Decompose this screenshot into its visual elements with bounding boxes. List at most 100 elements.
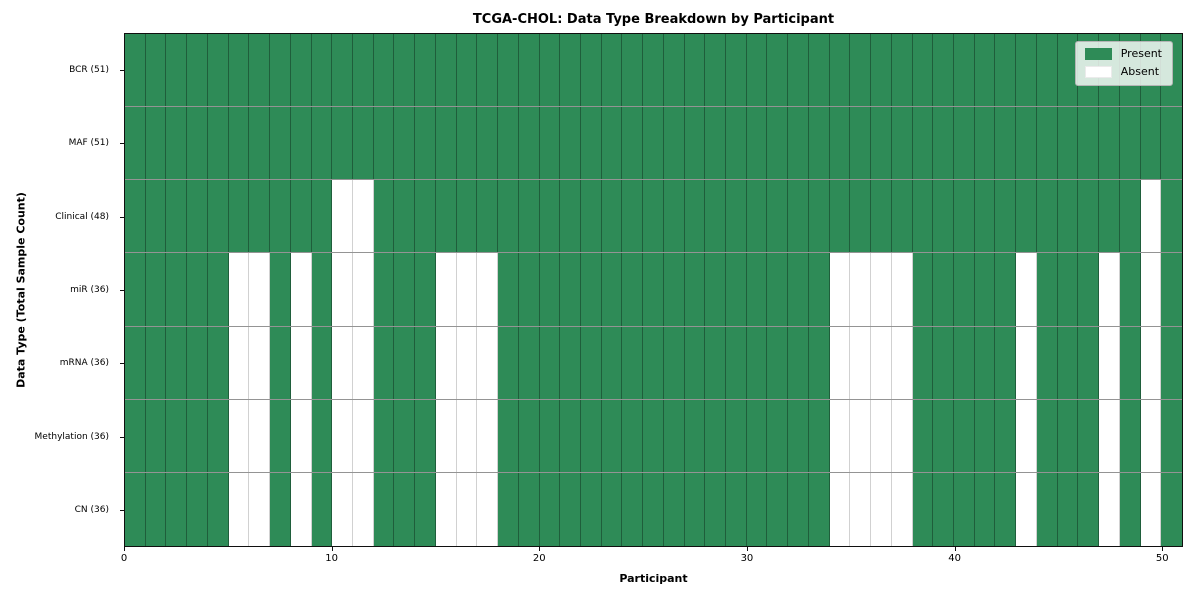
heatmap-cell	[311, 180, 333, 253]
heatmap-cell	[477, 253, 499, 326]
heatmap-cell	[456, 253, 478, 326]
heatmap-cell	[1140, 326, 1162, 399]
heatmap-cell	[207, 180, 229, 253]
heatmap-row	[125, 472, 1182, 546]
heatmap-cell	[726, 399, 747, 472]
heatmap-cell	[788, 180, 809, 253]
heatmap-cell	[435, 399, 457, 472]
heatmap-cell	[933, 399, 955, 472]
heatmap-cell	[995, 472, 1017, 546]
heatmap-cell	[560, 253, 581, 326]
heatmap-cell	[228, 326, 250, 399]
heatmap-cell	[290, 253, 312, 326]
heatmap-cell	[912, 399, 934, 472]
heatmap-cell	[622, 253, 644, 326]
heatmap-cell	[435, 472, 457, 546]
present-swatch	[1084, 48, 1112, 60]
heatmap-cell	[518, 253, 540, 326]
heatmap-cell	[290, 472, 312, 546]
heatmap-cell	[187, 399, 208, 472]
heatmap-cell	[1078, 180, 1100, 253]
heatmap-cell	[290, 399, 312, 472]
heatmap-cell	[746, 326, 768, 399]
heatmap-cell	[456, 399, 478, 472]
heatmap-cell	[663, 180, 685, 253]
heatmap-cell	[954, 253, 975, 326]
heatmap-cell	[477, 399, 499, 472]
heatmap-cell	[352, 399, 374, 472]
heatmap-cell	[1140, 180, 1162, 253]
heatmap-cell	[1036, 180, 1058, 253]
y-tick-mark	[120, 510, 124, 512]
heatmap-cell	[477, 326, 499, 399]
heatmap-cell	[850, 399, 872, 472]
heatmap-cell	[912, 107, 934, 180]
heatmap-cell	[767, 399, 789, 472]
heatmap-cell	[746, 34, 768, 107]
heatmap-cell	[829, 326, 851, 399]
heatmap-cell	[663, 326, 685, 399]
heatmap-cell	[643, 34, 664, 107]
heatmap-cell	[974, 253, 996, 326]
heatmap-cell	[705, 253, 727, 326]
heatmap-cell	[145, 326, 167, 399]
heatmap-cell	[1078, 399, 1100, 472]
heatmap-cell	[373, 180, 395, 253]
heatmap-cell	[228, 399, 250, 472]
heatmap-cell	[995, 326, 1017, 399]
heatmap-cell	[684, 472, 706, 546]
heatmap-cell	[954, 107, 975, 180]
heatmap-cell	[415, 472, 436, 546]
heatmap-cell	[808, 107, 830, 180]
x-tick-label: 30	[740, 553, 754, 564]
heatmap-cell	[871, 107, 892, 180]
heatmap-cell	[435, 326, 457, 399]
heatmap-cell	[1099, 326, 1120, 399]
heatmap-cell	[373, 107, 395, 180]
heatmap-cell	[974, 399, 996, 472]
heatmap-cell	[560, 107, 581, 180]
x-tick-mark	[746, 547, 748, 551]
heatmap-cell	[270, 180, 291, 253]
heatmap-cell	[477, 34, 499, 107]
heatmap-cell	[187, 34, 208, 107]
heatmap-cell	[332, 253, 353, 326]
heatmap-cell	[808, 326, 830, 399]
heatmap-cell	[1057, 472, 1079, 546]
heatmap-cell	[767, 34, 789, 107]
heatmap-cell	[1078, 326, 1100, 399]
heatmap-cell	[974, 34, 996, 107]
heatmap-cell	[290, 34, 312, 107]
heatmap-cell	[249, 107, 271, 180]
heatmap-cell	[228, 107, 250, 180]
heatmap-cell	[560, 34, 581, 107]
x-tick-label: 40	[948, 553, 961, 564]
heatmap-cell	[166, 107, 188, 180]
heatmap-cell	[207, 107, 229, 180]
heatmap-cell	[974, 107, 996, 180]
heatmap-cell	[228, 180, 250, 253]
heatmap-cell	[933, 34, 955, 107]
y-tick-mark	[120, 143, 124, 145]
heatmap-cell	[1016, 107, 1037, 180]
heatmap-cell	[933, 180, 955, 253]
heatmap-cell	[726, 326, 747, 399]
heatmap-cell	[788, 399, 809, 472]
heatmap-cell	[394, 180, 416, 253]
heatmap-row	[125, 326, 1182, 400]
heatmap-cell	[352, 180, 374, 253]
heatmap-cell	[270, 472, 291, 546]
heatmap-cell	[249, 34, 271, 107]
heatmap-cell	[1036, 399, 1058, 472]
heatmap-cell	[332, 107, 353, 180]
heatmap-cell	[145, 399, 167, 472]
y-tick-label: CN (36)	[74, 505, 109, 516]
heatmap-cell	[705, 180, 727, 253]
heatmap-cell	[829, 34, 851, 107]
heatmap-row	[125, 107, 1182, 181]
heatmap-cell	[249, 472, 271, 546]
y-tick-mark	[120, 436, 124, 438]
heatmap-cell	[1119, 326, 1141, 399]
heatmap-cell	[415, 399, 436, 472]
heatmap-cell	[1099, 399, 1120, 472]
